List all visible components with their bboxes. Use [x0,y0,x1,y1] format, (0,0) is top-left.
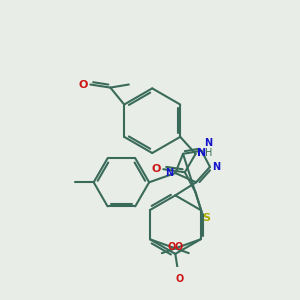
Text: O: O [167,242,176,252]
Text: N: N [212,162,220,172]
Text: O: O [175,242,183,252]
Text: S: S [202,213,211,223]
Text: H: H [205,148,212,158]
Text: O: O [175,274,183,284]
Text: O: O [79,80,88,89]
Text: N: N [197,148,206,158]
Text: N: N [165,168,173,178]
Text: O: O [152,164,161,174]
Text: N: N [204,138,212,148]
